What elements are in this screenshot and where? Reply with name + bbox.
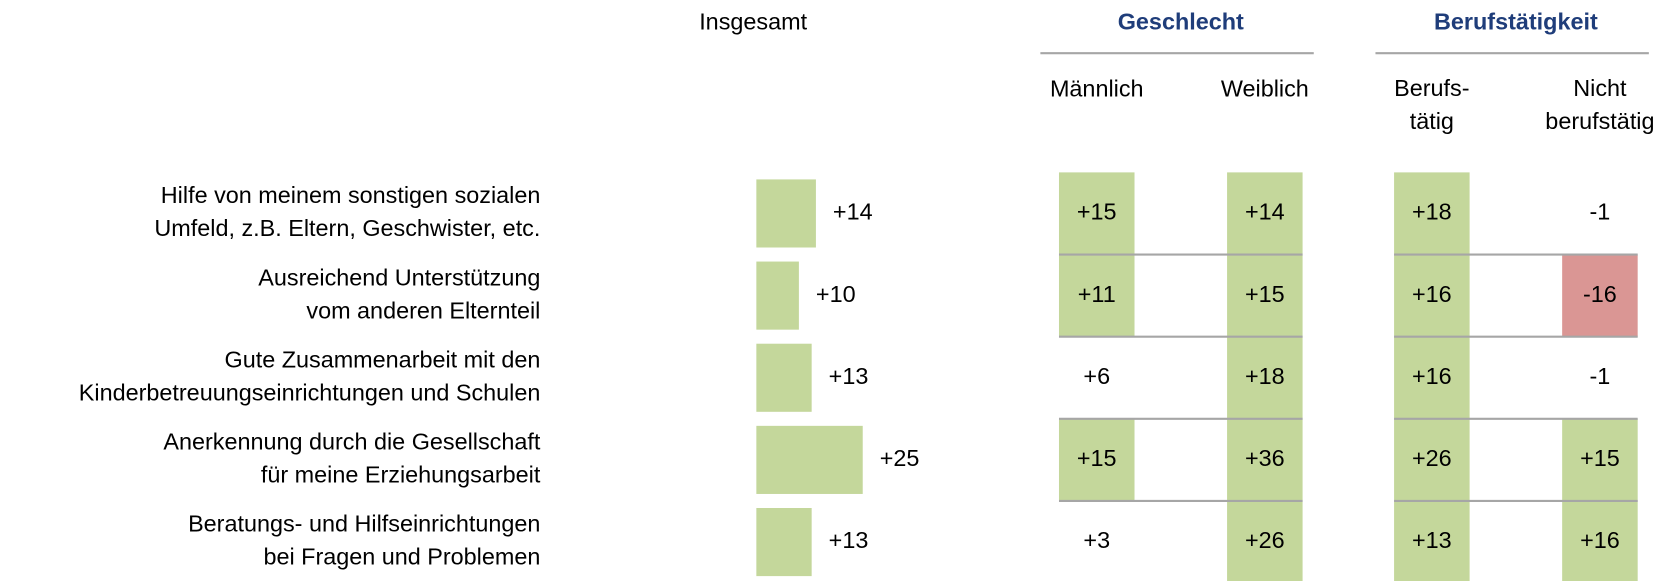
row-label: Ausreichend Unterstützung [258, 264, 540, 290]
cell-label: +36 [1245, 445, 1285, 471]
cell [1058, 254, 1135, 337]
cell-label: +18 [1245, 363, 1285, 389]
cell [1394, 254, 1470, 337]
cell [1394, 500, 1470, 581]
column-header: Männlich [1050, 76, 1144, 102]
bar [756, 425, 863, 494]
cell-label: +18 [1412, 199, 1452, 225]
column-header: berufstätig [1545, 108, 1654, 134]
cell [1394, 418, 1470, 501]
cell [1227, 254, 1303, 337]
cell [1227, 418, 1303, 501]
cell-label: +16 [1412, 363, 1452, 389]
cell-label: +16 [1412, 281, 1452, 307]
bar [756, 179, 816, 248]
cell [1562, 254, 1638, 337]
bar-label: +10 [816, 281, 856, 307]
column-header: Nicht [1573, 75, 1627, 101]
cell-label: +15 [1077, 199, 1117, 225]
row-label: Gute Zusammenarbeit mit den [225, 346, 541, 372]
cell [1058, 336, 1135, 419]
bar-label: +13 [829, 527, 869, 553]
bar-label: +25 [880, 445, 920, 471]
cell [1562, 418, 1638, 501]
bar [756, 343, 812, 412]
column-header: Berufs- [1394, 75, 1469, 101]
cell [1058, 172, 1135, 255]
column-header: tätig [1410, 108, 1454, 134]
row-label: Kinderbetreuungseinrichtungen und Schule… [79, 379, 541, 405]
cell [1562, 336, 1638, 419]
column-header: Weiblich [1221, 76, 1309, 102]
cell [1562, 172, 1638, 255]
cell [1394, 336, 1470, 419]
row-label: vom anderen Elternteil [306, 297, 540, 323]
cell-label: +26 [1245, 527, 1285, 553]
group-header: Geschlecht [1118, 9, 1244, 35]
cell [1394, 172, 1470, 255]
group-header: Berufstätigkeit [1434, 9, 1598, 35]
cell [1227, 336, 1303, 419]
cell-label: +26 [1412, 445, 1452, 471]
cell-label: +3 [1083, 527, 1110, 553]
cell-label: -16 [1583, 281, 1617, 307]
cell-label: +14 [1245, 199, 1285, 225]
cell [1227, 500, 1303, 581]
bar [756, 261, 799, 330]
row-label: Hilfe von meinem sonstigen sozialen [161, 182, 541, 208]
bar-label: +14 [833, 199, 873, 225]
cell-label: +16 [1580, 527, 1620, 553]
row-label: Anerkennung durch die Gesellschaft [163, 429, 541, 455]
row-label: für meine Erziehungsarbeit [261, 462, 541, 488]
row-label: Beratungs- und Hilfseinrichtungen [188, 511, 540, 537]
bar-label: +13 [829, 363, 869, 389]
cell-label: +15 [1245, 281, 1285, 307]
cell [1058, 418, 1135, 501]
cell-label: +15 [1077, 445, 1117, 471]
cell-label: +13 [1412, 527, 1452, 553]
cell [1227, 172, 1303, 255]
cell-label: -1 [1590, 363, 1611, 389]
cell-label: +6 [1083, 363, 1110, 389]
cell-label: +15 [1580, 445, 1620, 471]
cell-label: +11 [1078, 281, 1116, 307]
row-label: Umfeld, z.B. Eltern, Geschwister, etc. [154, 215, 540, 241]
cell [1562, 500, 1638, 581]
bar [756, 508, 812, 577]
cell [1058, 500, 1135, 581]
row-label: bei Fragen und Problemen [263, 544, 540, 570]
cell-label: -1 [1590, 199, 1611, 225]
bar-header: Insgesamt [699, 9, 807, 35]
